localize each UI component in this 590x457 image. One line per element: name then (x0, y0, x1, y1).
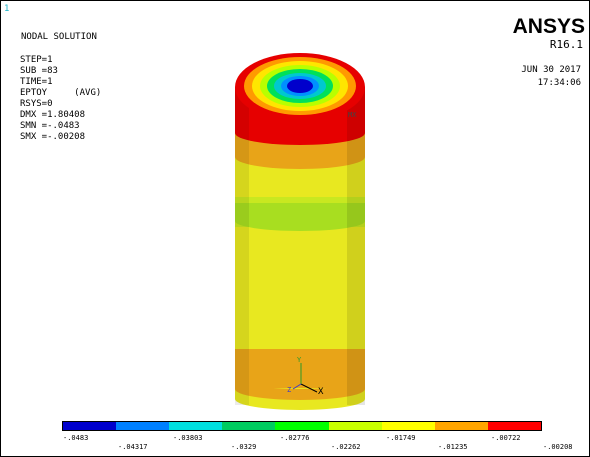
release-version: R16.1 (549, 38, 583, 51)
legend-label: -.0329 (231, 443, 257, 451)
legend-swatch (381, 422, 435, 430)
red-band-lower-edge (235, 133, 365, 145)
legend-swatch (328, 422, 382, 430)
triad-z-axis (292, 383, 302, 390)
legend-label: -.01749 (386, 434, 416, 442)
mx-marker: MX (348, 111, 357, 119)
coordinate-triad: X Y Z (287, 356, 324, 397)
legend-label: -.0483 (63, 434, 89, 442)
cylinder-top-cap (235, 53, 365, 121)
body-band-orange-bottom (235, 349, 365, 389)
legend-swatch (116, 422, 170, 430)
legend-label: -.02776 (280, 434, 310, 442)
solution-info: STEP=1 SUB =83 TIME=1 EPTOY (AVG) RSYS=0… (20, 55, 101, 143)
legend-label: -.03803 (173, 434, 203, 442)
body-shade-right (347, 87, 365, 405)
ansys-logo: ANSYS (512, 15, 585, 38)
stat-rsys: RSYS=0 (20, 99, 53, 109)
triad-z-label: Z (287, 386, 291, 394)
triad-y-label: Y (297, 356, 302, 364)
legend-swatch (487, 422, 541, 430)
legend-swatch (63, 422, 117, 430)
legend-label: -.02262 (331, 443, 361, 451)
orange-band-lower-edge (235, 157, 365, 169)
stat-time: TIME=1 (20, 77, 53, 87)
legend-swatch (169, 422, 223, 430)
legend-swatch (275, 422, 329, 430)
legend-label: -.04317 (118, 443, 148, 451)
triad-x-axis (300, 383, 318, 393)
legend-label: -.01235 (438, 443, 468, 451)
window-number: 1 (4, 4, 10, 14)
triad-x-label: X (318, 387, 324, 397)
stat-dmx: DMX =1.80408 (20, 110, 86, 120)
plot-title: NODAL SOLUTION (21, 32, 97, 42)
body-band-yellowgreen (235, 197, 365, 203)
body-shade-left (235, 87, 249, 405)
legend-swatch (434, 422, 488, 430)
plot-date: JUN 30 2017 (521, 65, 581, 75)
stat-step: STEP=1 (20, 55, 53, 65)
stat-smn: SMN =-.0483 (20, 121, 80, 131)
body-band-yellow-2 (235, 227, 365, 349)
cap-ring-blue (287, 79, 313, 93)
plot-time: 17:34:06 (537, 78, 581, 88)
legend-label: -.00208 (543, 443, 573, 451)
stat-smx: SMX =-.00208 (20, 132, 86, 142)
stat-substep: SUB =83 (20, 66, 58, 76)
bottom-orange-lower-edge (235, 389, 365, 400)
green-band-lower-edge (235, 221, 365, 231)
body-band-green (235, 203, 365, 221)
legend-swatch (222, 422, 276, 430)
stat-result-item: EPTOY (AVG) (20, 88, 102, 98)
legend-label: -.00722 (491, 434, 521, 442)
contour-legend-bar (62, 421, 542, 431)
